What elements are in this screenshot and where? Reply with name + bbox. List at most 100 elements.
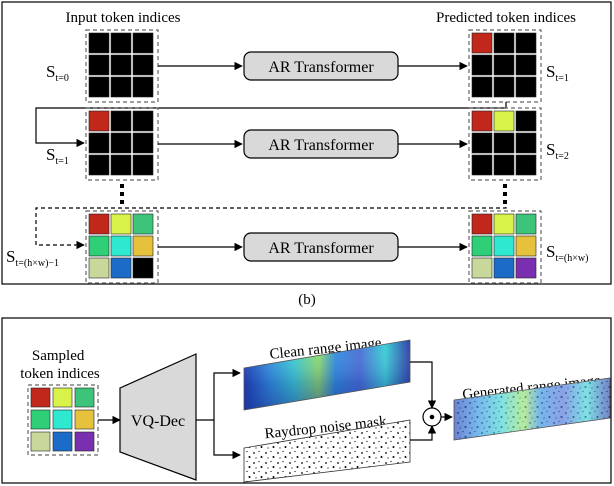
state-label-left: St=(h×w)−1 bbox=[6, 247, 59, 269]
token-cell bbox=[493, 154, 515, 176]
sampled-grid bbox=[30, 387, 95, 452]
token-cell bbox=[110, 154, 132, 176]
token-cell bbox=[471, 154, 493, 176]
ar-transformer-label: AR Transformer bbox=[268, 240, 374, 257]
panel-caption: (b) bbox=[298, 292, 316, 308]
token-cell bbox=[132, 54, 154, 76]
token-cell bbox=[88, 213, 110, 235]
token-cell bbox=[471, 257, 493, 279]
token-cell bbox=[515, 110, 537, 132]
arrow-to-noise bbox=[213, 420, 241, 460]
token-cell bbox=[132, 235, 154, 257]
token-cell bbox=[110, 235, 132, 257]
token-cell bbox=[515, 32, 537, 54]
token-cell bbox=[471, 110, 493, 132]
token-cell bbox=[132, 257, 154, 279]
token-cell bbox=[30, 409, 51, 430]
row-2: St=1 AR Transformer St=2 bbox=[46, 107, 569, 181]
bottom-panel-frame bbox=[1, 317, 612, 484]
token-cell bbox=[110, 110, 132, 132]
vq-decoder-label: VQ-Dec bbox=[131, 413, 185, 430]
token-cell bbox=[74, 387, 95, 408]
ellipsis-left bbox=[120, 184, 124, 204]
predicted-indices-label: Predicted token indices bbox=[436, 10, 576, 26]
token-cell bbox=[132, 76, 154, 98]
input-grid bbox=[88, 213, 154, 279]
input-grid bbox=[88, 32, 154, 98]
token-cell bbox=[515, 213, 537, 235]
output-grid bbox=[471, 32, 537, 98]
token-cell bbox=[30, 431, 51, 452]
token-cell bbox=[88, 257, 110, 279]
token-cell bbox=[493, 76, 515, 98]
arrow-noise-to-op bbox=[410, 425, 437, 441]
ar-transformer-label: AR Transformer bbox=[268, 137, 374, 154]
state-label-right: St=(h×w) bbox=[546, 242, 588, 264]
token-cell bbox=[493, 32, 515, 54]
token-cell bbox=[515, 235, 537, 257]
raydrop-noise-mask bbox=[243, 419, 411, 483]
clean-range-image bbox=[243, 339, 411, 411]
state-label-right: St=2 bbox=[546, 140, 569, 162]
token-cell bbox=[493, 213, 515, 235]
token-cell bbox=[110, 32, 132, 54]
generated-range-image bbox=[453, 377, 611, 441]
output-grid bbox=[471, 110, 537, 176]
arrow-clean-to-op bbox=[410, 361, 437, 409]
token-cell bbox=[30, 387, 51, 408]
top-panel-frame bbox=[1, 1, 612, 285]
token-cell bbox=[132, 110, 154, 132]
token-cell bbox=[132, 132, 154, 154]
token-cell bbox=[110, 132, 132, 154]
vq-decoder-shape bbox=[119, 353, 197, 481]
token-cell bbox=[52, 409, 73, 430]
token-cell bbox=[471, 235, 493, 257]
output-grid-frame bbox=[468, 29, 542, 103]
token-cell bbox=[471, 54, 493, 76]
token-cell bbox=[132, 154, 154, 176]
token-cell bbox=[88, 76, 110, 98]
token-cell bbox=[52, 387, 73, 408]
token-cell bbox=[110, 257, 132, 279]
token-cell bbox=[88, 110, 110, 132]
token-cell bbox=[471, 32, 493, 54]
token-cell bbox=[493, 110, 515, 132]
arrow-to-clean bbox=[196, 368, 241, 421]
token-cell bbox=[110, 213, 132, 235]
row-3: St=(h×w)−1 AR Transformer St=(h×w) bbox=[6, 210, 588, 284]
token-cell bbox=[515, 132, 537, 154]
output-grid-frame bbox=[468, 210, 542, 284]
state-label-right: St=1 bbox=[546, 62, 569, 84]
token-cell bbox=[515, 154, 537, 176]
token-cell bbox=[74, 409, 95, 430]
token-cell bbox=[74, 431, 95, 452]
token-cell bbox=[515, 54, 537, 76]
token-cell bbox=[471, 132, 493, 154]
token-cell bbox=[515, 76, 537, 98]
token-cell bbox=[132, 32, 154, 54]
row-1: St=0 AR Transformer St=1 bbox=[46, 29, 569, 103]
ellipsis-right bbox=[503, 184, 507, 204]
token-cell bbox=[52, 431, 73, 452]
token-cell bbox=[493, 54, 515, 76]
token-cell bbox=[471, 76, 493, 98]
ar-transformer-label: AR Transformer bbox=[268, 59, 374, 76]
sampled-indices-label: Sampled token indices bbox=[20, 348, 100, 382]
output-grid-frame bbox=[468, 107, 542, 181]
token-cell bbox=[471, 213, 493, 235]
token-cell bbox=[493, 132, 515, 154]
token-cell bbox=[515, 257, 537, 279]
token-cell bbox=[88, 235, 110, 257]
feedback-arrow-1 bbox=[35, 102, 507, 148]
input-indices-label: Input token indices bbox=[66, 10, 181, 26]
state-label-left: St=0 bbox=[46, 62, 69, 84]
state-label-left: St=1 bbox=[46, 145, 69, 167]
token-cell bbox=[88, 154, 110, 176]
token-cell bbox=[132, 213, 154, 235]
operator-dot bbox=[429, 414, 435, 420]
token-cell bbox=[88, 132, 110, 154]
feedback-arrow-dashed bbox=[35, 200, 507, 250]
token-cell bbox=[493, 235, 515, 257]
input-grid bbox=[88, 110, 154, 176]
